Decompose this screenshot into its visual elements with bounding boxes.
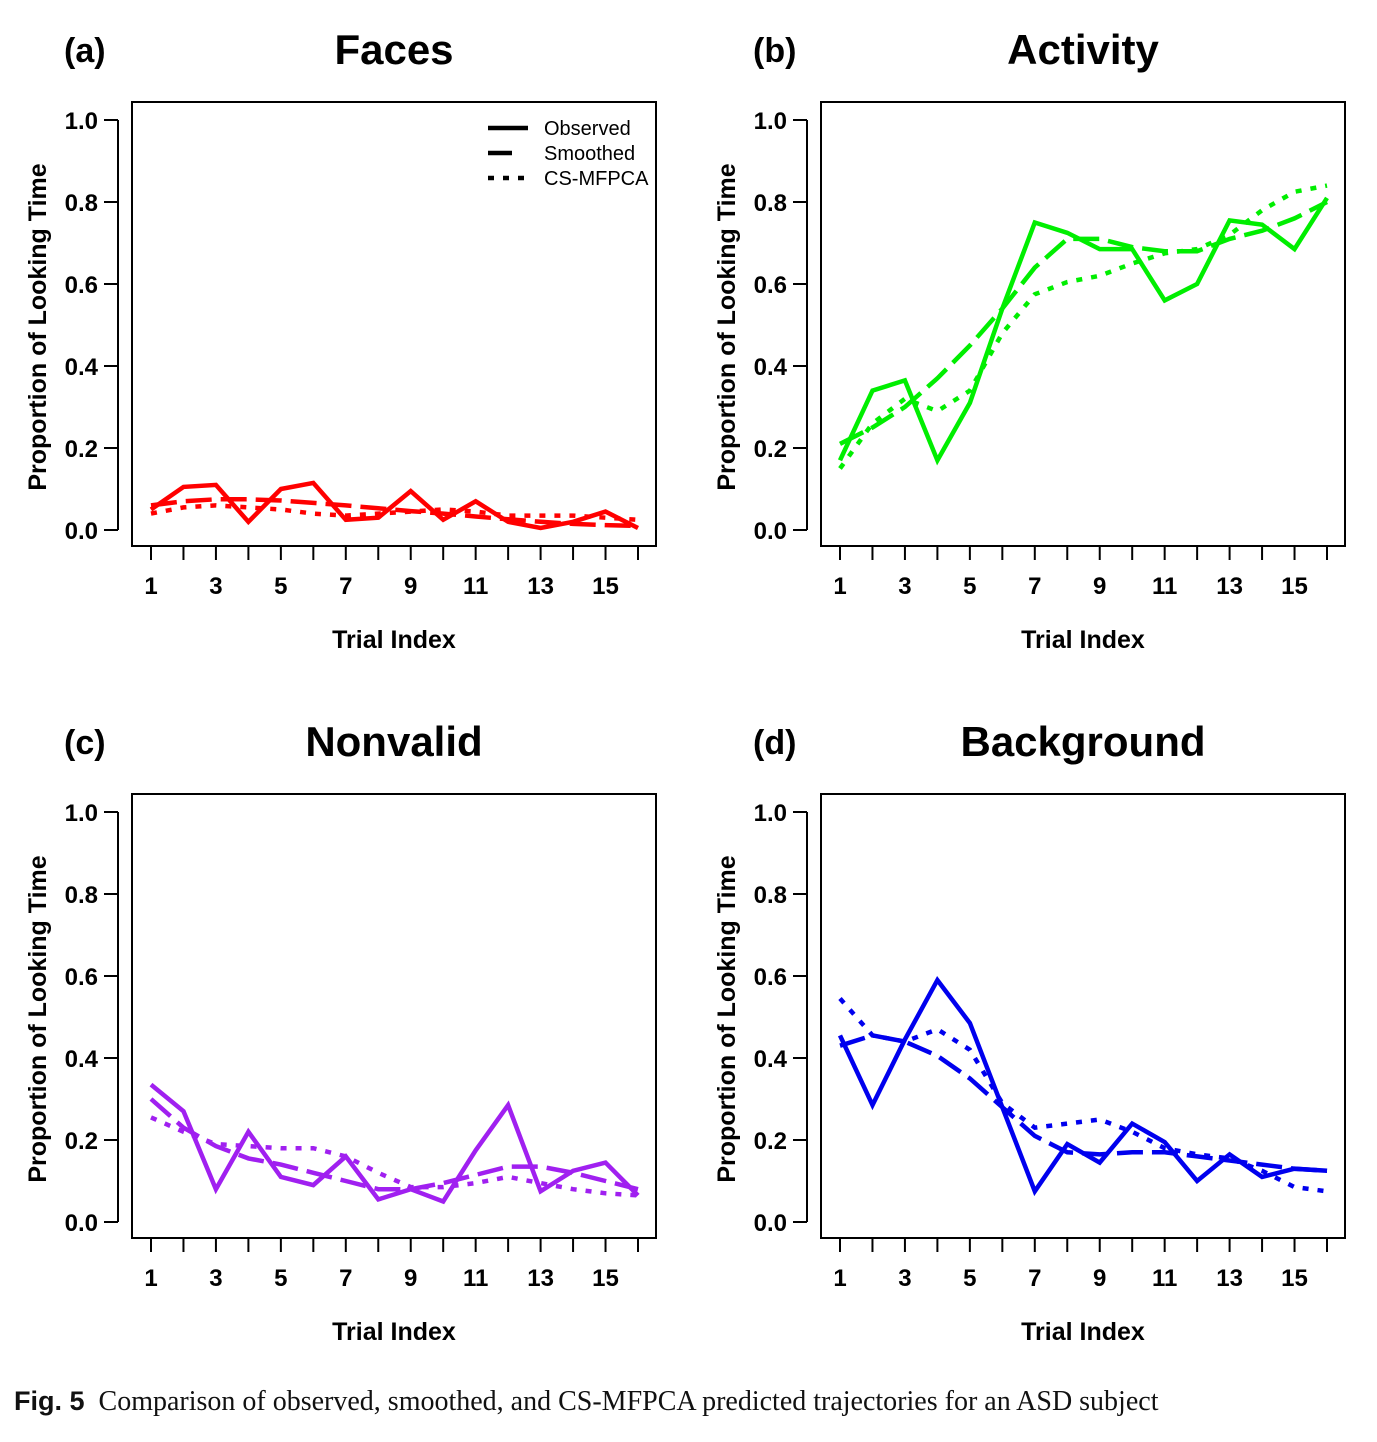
x-tick-label: 7 (1028, 1265, 1041, 1292)
legend-label: Smoothed (544, 143, 635, 165)
panel-label: (a) (64, 32, 106, 70)
y-tick-label: 0.6 (754, 964, 787, 991)
y-tick-label: 0.4 (65, 1046, 99, 1073)
x-tick-label: 1 (833, 1265, 846, 1292)
series-line-dashed (839, 1033, 1328, 1174)
x-tick-label: 5 (274, 1265, 287, 1292)
series-line-solid (149, 1082, 640, 1205)
x-tick-label: 15 (1281, 1265, 1308, 1292)
y-tick-label: 0.2 (754, 1128, 787, 1155)
panel-label: (c) (64, 724, 106, 762)
x-tick-label: 1 (144, 1265, 157, 1292)
x-tick-label: 3 (898, 1265, 911, 1292)
legend-label: CS-MFPCA (544, 168, 649, 190)
x-tick-label: 3 (209, 573, 222, 600)
x-tick-label: 3 (898, 573, 911, 600)
chart-title: Activity (1007, 26, 1159, 73)
x-tick-label: 15 (1281, 573, 1308, 600)
x-tick-label: 5 (963, 573, 976, 600)
series-line-dotted (838, 183, 1328, 470)
panel-label: (b) (753, 32, 796, 70)
x-tick-label: 11 (1152, 573, 1177, 600)
y-axis-label: Proportion of Looking Time (24, 163, 52, 490)
y-tick-label: 0.2 (65, 436, 98, 463)
x-tick-label: 7 (1028, 573, 1041, 600)
caption-label: Fig. 5 (14, 1386, 85, 1416)
x-tick-label: 15 (592, 1265, 619, 1292)
y-tick-label: 0.4 (754, 1046, 788, 1073)
y-tick-label: 1.0 (754, 800, 787, 827)
plot-frame (820, 101, 1346, 547)
x-tick-label: 7 (339, 573, 352, 600)
y-tick-label: 0.8 (754, 190, 787, 217)
x-tick-label: 13 (1216, 573, 1243, 600)
y-tick-label: 0.6 (65, 272, 98, 299)
x-tick-label: 3 (209, 1265, 222, 1292)
x-tick-label: 9 (1093, 573, 1106, 600)
x-tick-label: 13 (1216, 1265, 1243, 1292)
figure-caption: Fig. 5 Comparison of observed, smoothed, … (14, 1386, 1364, 1418)
y-tick-label: 0.8 (754, 882, 787, 909)
y-axis-label: Proportion of Looking Time (713, 855, 741, 1182)
x-axis-label: Trial Index (1021, 1318, 1145, 1346)
chart-title: Nonvalid (305, 718, 482, 765)
y-axis-label: Proportion of Looking Time (713, 163, 741, 490)
x-axis-label: Trial Index (332, 1318, 456, 1346)
series-line-dashed (150, 497, 639, 529)
caption-text: Comparison of observed, smoothed, and CS… (98, 1386, 1159, 1417)
y-axis-label: Proportion of Looking Time (24, 855, 52, 1182)
y-tick-label: 0.8 (65, 882, 98, 909)
x-tick-label: 5 (274, 573, 287, 600)
y-tick-label: 0.6 (754, 272, 787, 299)
x-tick-label: 9 (1093, 1265, 1106, 1292)
y-tick-label: 1.0 (754, 108, 787, 135)
y-tick-label: 0.0 (65, 518, 98, 545)
x-tick-label: 15 (592, 573, 619, 600)
x-tick-label: 1 (144, 573, 157, 600)
x-tick-label: 11 (1152, 1265, 1177, 1292)
x-tick-label: 13 (527, 1265, 554, 1292)
x-tick-label: 9 (404, 573, 417, 600)
y-tick-label: 0.0 (754, 1210, 787, 1237)
x-tick-label: 1 (833, 573, 846, 600)
x-tick-label: 7 (339, 1265, 352, 1292)
series-line-dashed (838, 199, 1329, 446)
y-tick-label: 0.2 (65, 1128, 98, 1155)
x-tick-label: 11 (463, 573, 488, 600)
y-tick-label: 0.4 (754, 354, 788, 381)
y-tick-label: 0.2 (754, 436, 787, 463)
chart-title: Faces (334, 26, 453, 73)
series-line-dotted (150, 503, 639, 523)
x-tick-label: 5 (963, 1265, 976, 1292)
x-tick-label: 13 (527, 573, 554, 600)
series-line-solid (837, 975, 1328, 1197)
y-tick-label: 0.0 (754, 518, 787, 545)
legend-label: Observed (544, 118, 631, 140)
chart-title: Background (960, 718, 1205, 765)
series-line-solid (149, 480, 640, 531)
x-tick-label: 9 (404, 1265, 417, 1292)
x-tick-label: 11 (463, 1265, 488, 1292)
y-tick-label: 0.8 (65, 190, 98, 217)
y-tick-label: 0.0 (65, 1210, 98, 1237)
series-line-dashed (149, 1097, 639, 1192)
y-tick-label: 0.4 (65, 354, 99, 381)
y-tick-label: 1.0 (65, 108, 98, 135)
panel-label: (d) (753, 724, 796, 762)
x-axis-label: Trial Index (332, 626, 456, 654)
y-tick-label: 1.0 (65, 800, 98, 827)
x-axis-label: Trial Index (1021, 626, 1145, 654)
y-tick-label: 0.6 (65, 964, 98, 991)
series-line-dotted (150, 1115, 639, 1198)
